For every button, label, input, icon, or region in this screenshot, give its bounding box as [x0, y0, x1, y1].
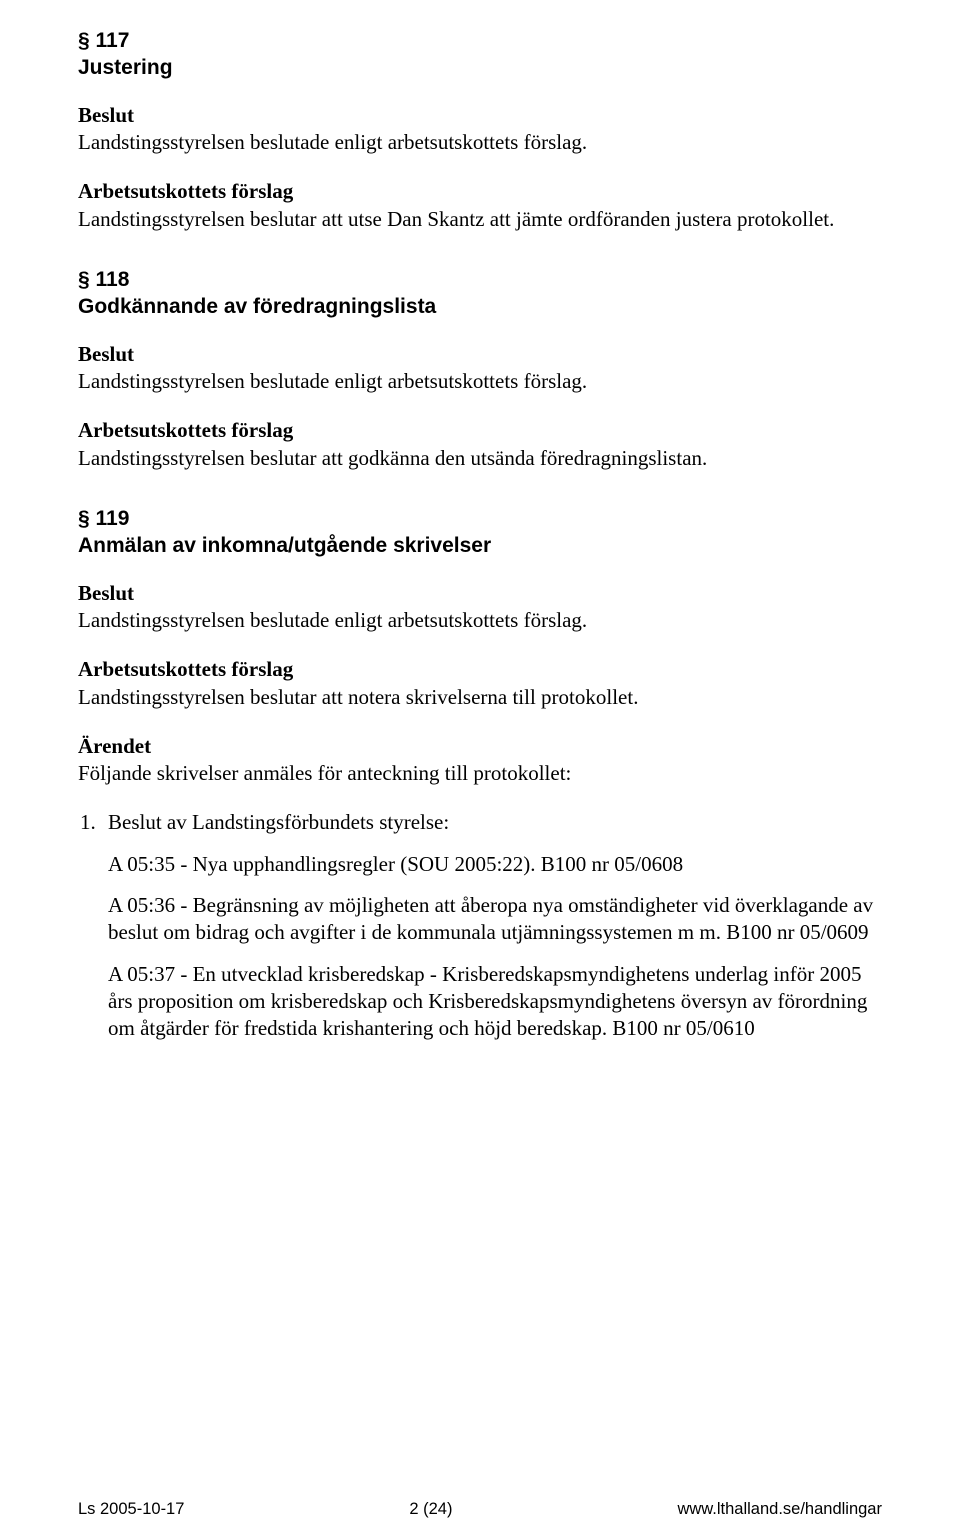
paragraph-block: Arbetsutskottets förslag Landstingsstyre…: [78, 178, 882, 233]
list-sub-item: A 05:37 - En utvecklad krisberedskap - K…: [108, 961, 882, 1043]
section-title: Godkännande av föredragningslista: [78, 294, 882, 321]
list-sub-item: A 05:36 - Begränsning av möjligheten att…: [108, 892, 882, 947]
paragraph-lead: Beslut: [78, 580, 882, 607]
paragraph-lead: Arbetsutskottets förslag: [78, 178, 882, 205]
list-marker: 1.: [80, 809, 108, 836]
section-number: § 119: [78, 506, 882, 533]
section-number: § 118: [78, 267, 882, 294]
paragraph-lead: Arbetsutskottets förslag: [78, 417, 882, 444]
section-118: § 118 Godkännande av föredragningslista …: [78, 267, 882, 472]
paragraph-text: Landstingsstyrelsen beslutade enligt arb…: [78, 368, 882, 395]
section-heading: § 117 Justering: [78, 28, 882, 82]
section-title: Justering: [78, 55, 882, 82]
paragraph-block: Ärendet Följande skrivelser anmäles för …: [78, 733, 882, 788]
paragraph-text: Landstingsstyrelsen beslutar att notera …: [78, 684, 882, 711]
list-item: 1. Beslut av Landstingsförbundets styrel…: [108, 809, 882, 1042]
section-119: § 119 Anmälan av inkomna/utgående skrive…: [78, 506, 882, 1043]
paragraph-block: Beslut Landstingsstyrelsen beslutade enl…: [78, 580, 882, 635]
footer-center: 2 (24): [409, 1500, 452, 1519]
paragraph-text: Landstingsstyrelsen beslutade enligt arb…: [78, 607, 882, 634]
section-heading: § 118 Godkännande av föredragningslista: [78, 267, 882, 321]
paragraph-text: Landstingsstyrelsen beslutade enligt arb…: [78, 129, 882, 156]
page: § 117 Justering Beslut Landstingsstyrels…: [0, 0, 960, 1537]
section-number: § 117: [78, 28, 882, 55]
paragraph-lead: Ärendet: [78, 733, 882, 760]
section-117: § 117 Justering Beslut Landstingsstyrels…: [78, 28, 882, 233]
list-item-text: Beslut av Landstingsförbundets styrelse:: [108, 809, 449, 836]
paragraph-text: Landstingsstyrelsen beslutar att godkänn…: [78, 445, 882, 472]
list-item-line: 1. Beslut av Landstingsförbundets styrel…: [108, 809, 882, 836]
paragraph-block: Arbetsutskottets förslag Landstingsstyre…: [78, 656, 882, 711]
page-footer: Ls 2005-10-17 2 (24) www.lthalland.se/ha…: [78, 1500, 882, 1519]
paragraph-block: Arbetsutskottets förslag Landstingsstyre…: [78, 417, 882, 472]
paragraph-block: Beslut Landstingsstyrelsen beslutade enl…: [78, 341, 882, 396]
numbered-list: 1. Beslut av Landstingsförbundets styrel…: [78, 809, 882, 1042]
footer-left: Ls 2005-10-17: [78, 1500, 184, 1519]
paragraph-lead: Beslut: [78, 341, 882, 368]
footer-right: www.lthalland.se/handlingar: [677, 1500, 882, 1519]
paragraph-lead: Arbetsutskottets förslag: [78, 656, 882, 683]
section-title: Anmälan av inkomna/utgående skrivelser: [78, 533, 882, 560]
list-sub-item: A 05:35 - Nya upphandlingsregler (SOU 20…: [108, 851, 882, 878]
paragraph-lead: Beslut: [78, 102, 882, 129]
paragraph-text: Följande skrivelser anmäles för anteckni…: [78, 760, 882, 787]
section-heading: § 119 Anmälan av inkomna/utgående skrive…: [78, 506, 882, 560]
paragraph-text: Landstingsstyrelsen beslutar att utse Da…: [78, 206, 882, 233]
paragraph-block: Beslut Landstingsstyrelsen beslutade enl…: [78, 102, 882, 157]
